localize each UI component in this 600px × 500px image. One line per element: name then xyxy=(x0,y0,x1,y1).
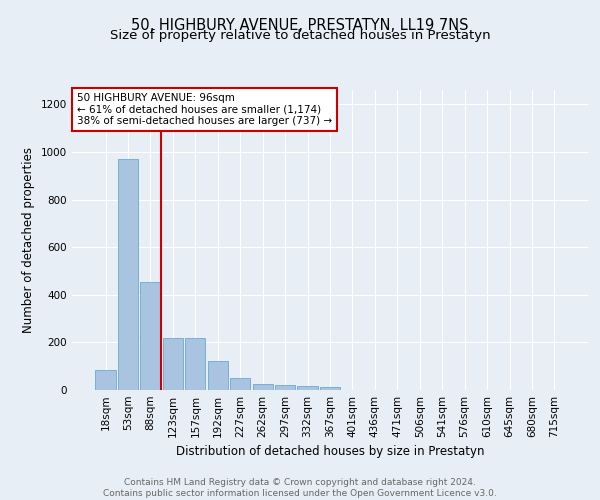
Text: 50, HIGHBURY AVENUE, PRESTATYN, LL19 7NS: 50, HIGHBURY AVENUE, PRESTATYN, LL19 7NS xyxy=(131,18,469,32)
Bar xyxy=(185,338,205,390)
X-axis label: Distribution of detached houses by size in Prestatyn: Distribution of detached houses by size … xyxy=(176,446,484,458)
Bar xyxy=(208,362,228,390)
Text: 50 HIGHBURY AVENUE: 96sqm
← 61% of detached houses are smaller (1,174)
38% of se: 50 HIGHBURY AVENUE: 96sqm ← 61% of detac… xyxy=(77,93,332,126)
Bar xyxy=(230,378,250,390)
Text: Size of property relative to detached houses in Prestatyn: Size of property relative to detached ho… xyxy=(110,29,490,42)
Bar xyxy=(163,338,183,390)
Bar xyxy=(253,384,273,390)
Bar xyxy=(320,387,340,390)
Text: Contains HM Land Registry data © Crown copyright and database right 2024.
Contai: Contains HM Land Registry data © Crown c… xyxy=(103,478,497,498)
Bar xyxy=(140,282,161,390)
Bar xyxy=(95,370,116,390)
Y-axis label: Number of detached properties: Number of detached properties xyxy=(22,147,35,333)
Bar xyxy=(298,386,317,390)
Bar xyxy=(118,159,138,390)
Bar xyxy=(275,385,295,390)
